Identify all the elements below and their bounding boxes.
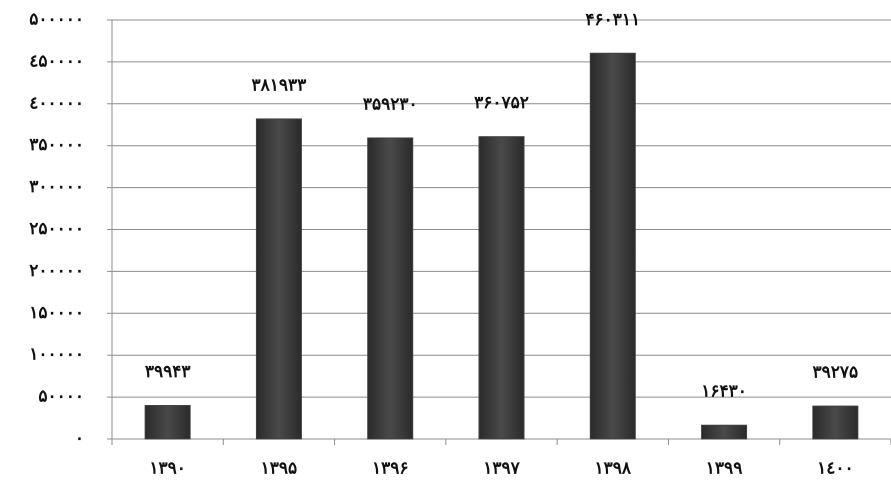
y-tick-label: ۱۵۰۰۰۰ [29, 303, 84, 323]
x-tick-label: ۱٤۰۰ [817, 459, 854, 479]
value-label: ۳۹۲۷۵ [813, 363, 859, 383]
value-label: ۳۸۱۹۳۳ [252, 75, 307, 95]
y-tick-label: ۵۰۰۰۰۰ [29, 10, 84, 30]
bar [701, 424, 748, 440]
x-tick-label: ۱۳۹۵ [261, 459, 298, 479]
x-tick-label: ۱۳۹۸ [595, 459, 632, 479]
value-label: ۱۶۴۳۰ [701, 382, 747, 402]
x-tick-label: ۱۳۹۷ [483, 459, 520, 479]
y-tick-label: ۳۰۰۰۰۰ [29, 177, 84, 197]
value-label: ۳۵۹۲۳۰ [363, 94, 418, 114]
y-tick-label: ۳۵۰۰۰۰ [29, 135, 84, 155]
bar [589, 52, 636, 440]
y-tick-label: ۱۰۰۰۰۰ [29, 345, 84, 365]
bar [812, 405, 859, 440]
x-tick-label: ۱۳۹۹ [706, 459, 743, 479]
y-tick-label: ۲۵۰۰۰۰ [29, 219, 84, 239]
y-tick-label: ٤۰۰۰۰۰ [29, 93, 84, 113]
bar [144, 405, 191, 440]
bar [255, 118, 302, 440]
y-tick-label: ۰ [75, 429, 84, 449]
x-tick-label: ۱۳۹۰ [149, 459, 186, 479]
value-label: ۳۶۰۷۵۲ [474, 93, 529, 113]
bar [367, 137, 414, 440]
y-tick-label: ٤۵۰۰۰۰ [29, 51, 84, 71]
y-tick-label: ۲۰۰۰۰۰ [29, 261, 84, 281]
value-label: ۳۹۹۴۳ [145, 362, 191, 382]
value-label: ۴۶۰۳۱۱ [585, 10, 640, 30]
bar [478, 136, 525, 440]
x-tick-label: ۱۳۹۶ [372, 459, 409, 479]
y-tick-label: ۵۰۰۰۰ [38, 387, 84, 407]
